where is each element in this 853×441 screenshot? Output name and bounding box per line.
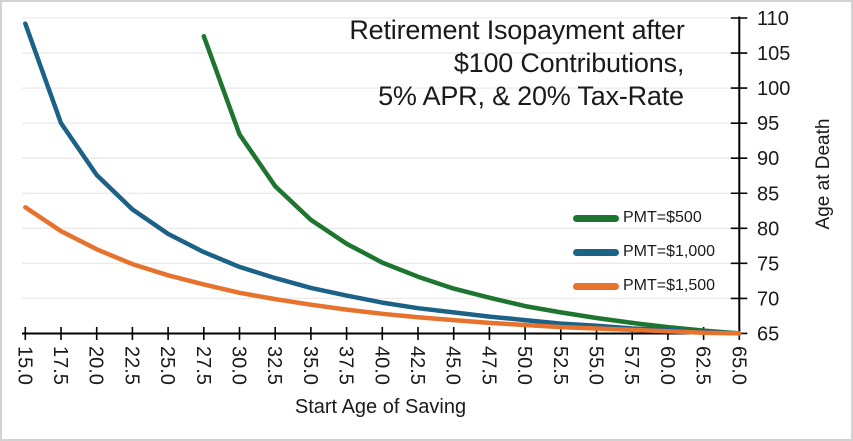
svg-text:100: 100 [757,78,790,100]
svg-text:80: 80 [757,218,779,240]
svg-text:35.0: 35.0 [299,346,321,385]
svg-text:37.5: 37.5 [335,346,357,385]
svg-text:65.0: 65.0 [727,346,749,385]
legend-label: PMT=$1,500 [623,277,716,294]
legend-label: PMT=$500 [623,209,702,226]
svg-text:15.0: 15.0 [13,346,35,385]
svg-text:20.0: 20.0 [85,346,107,385]
svg-text:95: 95 [757,113,779,135]
svg-text:60.0: 60.0 [656,346,678,385]
svg-text:55.0: 55.0 [585,346,607,385]
svg-text:47.5: 47.5 [477,346,499,385]
legend: PMT=$500 PMT=$1,000 PMT=$1,500 [573,201,715,303]
svg-text:50.0: 50.0 [513,346,535,385]
legend-item-pmt-500: PMT=$500 [573,201,715,235]
svg-text:45.0: 45.0 [442,346,464,385]
svg-text:70: 70 [757,288,779,310]
legend-swatch-green-icon [573,214,619,222]
svg-text:90: 90 [757,148,779,170]
svg-text:62.5: 62.5 [692,346,714,385]
chart-title: Retirement Isopayment after $100 Contrib… [324,14,710,113]
legend-item-pmt-1500: PMT=$1,500 [573,269,715,303]
legend-item-pmt-1000: PMT=$1,000 [573,235,715,269]
svg-text:105: 105 [757,43,790,65]
svg-text:30.0: 30.0 [228,346,250,385]
chart-title-line2: $100 Contributions, [453,48,685,78]
svg-text:57.5: 57.5 [620,346,642,385]
svg-text:42.5: 42.5 [406,346,428,385]
svg-text:85: 85 [757,183,779,205]
x-axis-title: Start Age of Saving [294,396,467,418]
legend-swatch-orange-icon [573,282,619,290]
svg-text:32.5: 32.5 [263,346,285,385]
y-axis-title: Age at Death [813,118,834,230]
svg-text:110: 110 [757,8,789,30]
svg-text:22.5: 22.5 [120,346,142,385]
svg-text:65: 65 [757,323,779,345]
legend-label: PMT=$1,000 [623,243,716,260]
series-line [201,33,742,336]
legend-swatch-blue-icon [573,248,619,256]
svg-text:25.0: 25.0 [156,346,178,385]
series-line [23,205,742,336]
svg-text:52.5: 52.5 [549,346,571,385]
chart-title-line3: 5% APR, & 20% Tax-Rate [378,81,684,111]
svg-text:40.0: 40.0 [370,346,392,385]
svg-text:27.5: 27.5 [192,346,214,385]
svg-text:75: 75 [757,253,779,275]
chart-title-line1: Retirement Isopayment after [349,15,685,45]
svg-text:17.5: 17.5 [49,346,71,385]
